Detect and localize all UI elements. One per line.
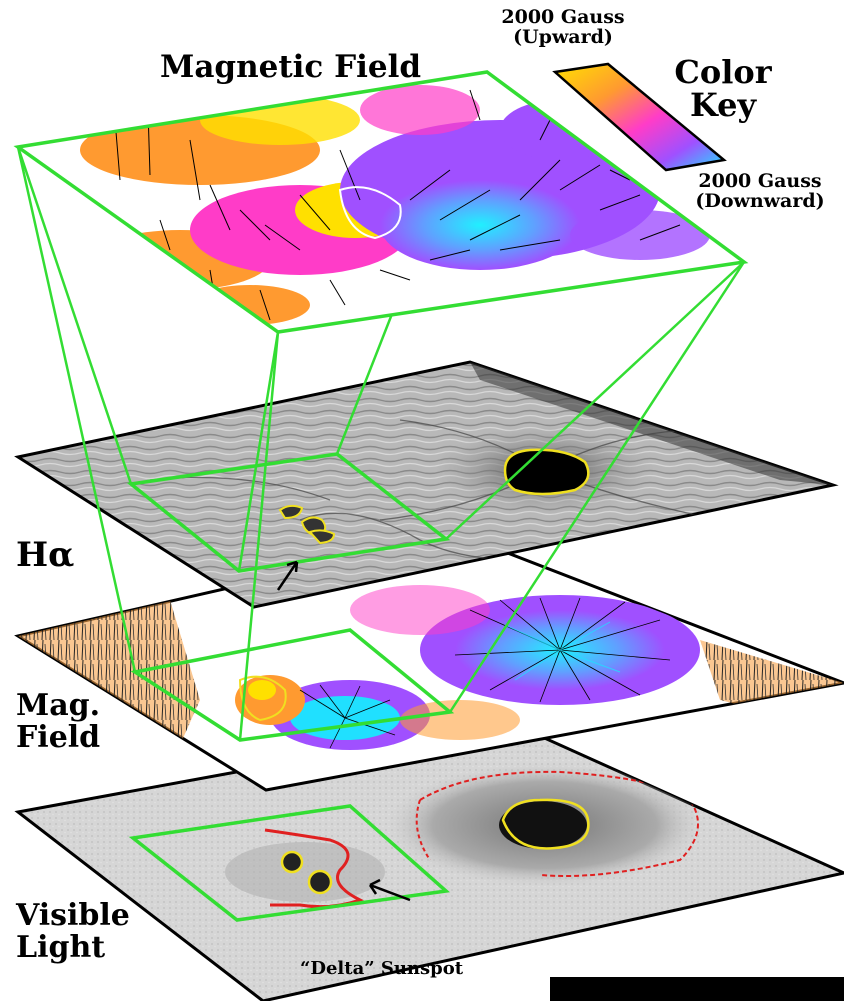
color-key-gradient (552, 62, 727, 172)
color-key-title: Color Key (674, 53, 772, 124)
halpha-layer (14, 360, 839, 609)
mag-field-layer (14, 533, 844, 792)
visible-light-layer-label: Visible Light (16, 898, 130, 965)
black-bar (550, 977, 844, 1001)
delta-arrow (368, 878, 411, 902)
mag-field-layer-label: Mag. Field (16, 688, 101, 755)
delta-sunspot-label: “Delta” Sunspot (300, 958, 464, 979)
visible-region-frame (128, 804, 451, 922)
halpha-layer-label: Hα (16, 535, 75, 575)
color-key-upward-label: 2000 Gauss (Upward) (501, 6, 625, 48)
halpha-arrow (276, 560, 299, 591)
color-key-downward-label: 2000 Gauss (Downward) (695, 170, 825, 212)
diagram-title: Magnetic Field (160, 49, 422, 85)
visible-light-layer (14, 720, 844, 1001)
color-key (552, 62, 727, 172)
